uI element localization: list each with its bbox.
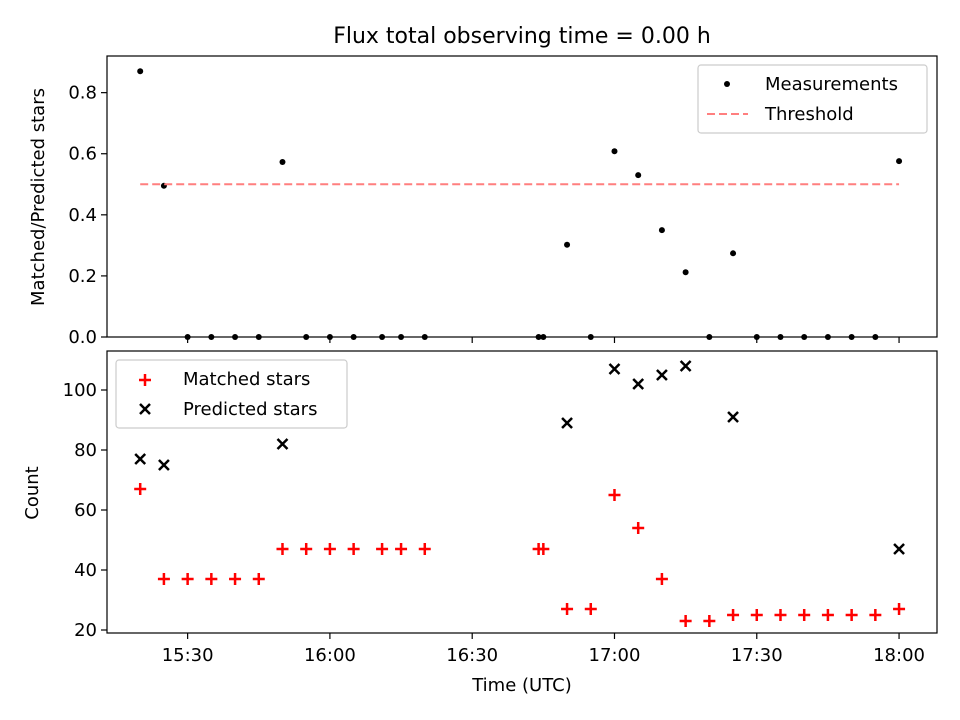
measurement-point	[658, 227, 665, 234]
matched-star-marker	[774, 609, 787, 621]
bottom-marks	[134, 360, 906, 627]
predicted-star-marker	[727, 411, 739, 423]
predicted-star-marker	[561, 417, 573, 429]
top-y-tick-label: 0.8	[68, 83, 97, 104]
matched-star-marker	[276, 543, 289, 555]
matched-star-marker	[347, 543, 360, 555]
legend-measurements-marker	[724, 81, 730, 87]
matched-star-marker	[869, 609, 882, 621]
top-legend: Measurements Threshold	[697, 64, 928, 134]
bottom-x-ticks: 15:30 16:00 16:30 17:00 17:30 18:00	[162, 633, 925, 666]
matched-star-marker	[537, 543, 550, 555]
matched-star-marker	[727, 609, 740, 621]
predicted-star-marker	[656, 369, 668, 381]
predicted-star-marker	[632, 378, 645, 390]
top-legend-box	[697, 64, 928, 134]
matched-star-marker	[229, 573, 242, 585]
bottom-x-tick-label: 18:00	[873, 645, 925, 666]
matched-star-marker	[205, 573, 218, 585]
matched-star-marker	[750, 609, 763, 621]
top-y-axis-label: Matched/Predicted stars	[28, 88, 49, 306]
top-y-tick-label: 0.4	[68, 205, 97, 226]
predicted-star-marker	[134, 453, 147, 465]
legend-predicted-marker	[139, 403, 151, 415]
predicted-star-marker	[276, 438, 289, 450]
bottom-x-axis-label: Time (UTC)	[471, 675, 572, 696]
matched-star-marker	[893, 603, 906, 615]
matched-star-marker	[323, 543, 336, 555]
matched-star-marker	[300, 543, 313, 555]
matched-star-marker	[584, 603, 597, 615]
matched-star-marker	[561, 603, 574, 615]
matched-star-marker	[845, 609, 858, 621]
measurement-point	[635, 172, 642, 179]
bottom-y-tick-label: 80	[74, 440, 97, 461]
matched-star-marker	[157, 573, 170, 585]
measurement-point	[137, 68, 144, 75]
measurement-point	[730, 250, 737, 257]
predicted-star-marker	[893, 543, 905, 555]
matched-star-marker	[376, 543, 389, 555]
bottom-x-tick-label: 15:30	[162, 645, 214, 666]
bottom-y-tick-label: 100	[63, 380, 97, 401]
legend-matched-marker	[139, 374, 151, 386]
measurement-point	[279, 158, 286, 165]
predicted-star-marker	[679, 360, 692, 372]
matched-star-marker	[655, 573, 668, 585]
predicted-star-marker	[608, 363, 621, 375]
chart-title: Flux total observing time = 0.00 h	[333, 24, 711, 49]
bottom-plot-frame	[106, 350, 938, 634]
legend-predicted-label: Predicted stars	[183, 399, 317, 420]
legend-threshold-label: Threshold	[764, 104, 854, 125]
bottom-legend: Matched stars Predicted stars	[115, 359, 348, 429]
matched-star-marker	[703, 615, 716, 627]
matched-star-marker	[181, 573, 194, 585]
legend-measurements-label: Measurements	[765, 74, 898, 95]
legend-matched-label: Matched stars	[183, 369, 310, 390]
matched-star-marker	[608, 489, 621, 501]
matched-star-marker	[821, 609, 834, 621]
bottom-y-tick-label: 60	[74, 500, 97, 521]
measurement-point	[611, 148, 618, 155]
top-y-tick-label: 0.6	[68, 144, 97, 165]
top-y-tick-label: 0.0	[68, 327, 97, 348]
matched-star-marker	[134, 483, 147, 495]
top-y-tick-label: 0.2	[68, 266, 97, 287]
bottom-x-tick-label: 17:00	[589, 645, 641, 666]
matched-star-marker	[395, 543, 408, 555]
bottom-x-tick-label: 17:30	[731, 645, 783, 666]
measurement-point	[564, 241, 571, 248]
top-x-ticks	[187, 337, 900, 343]
bottom-y-axis-label: Count	[22, 466, 43, 519]
matched-star-marker	[632, 522, 645, 534]
top-plot-frame	[106, 55, 938, 338]
matched-star-marker	[418, 543, 431, 555]
predicted-star-marker	[158, 459, 170, 471]
top-panel: Flux total observing time = 0.00 h Match…	[28, 24, 938, 348]
bottom-legend-box	[115, 359, 348, 429]
bottom-x-tick-label: 16:00	[304, 645, 356, 666]
top-y-ticks: 0.0 0.2 0.4 0.6 0.8	[68, 83, 107, 348]
matched-star-marker	[252, 573, 265, 585]
measurement-point	[682, 269, 689, 276]
matched-star-marker	[798, 609, 811, 621]
bottom-y-tick-label: 20	[74, 620, 97, 641]
measurement-point	[896, 158, 903, 165]
bottom-y-tick-label: 40	[74, 560, 97, 581]
bottom-x-tick-label: 16:30	[446, 645, 498, 666]
matched-star-marker	[679, 615, 692, 627]
bottom-y-ticks: 20 40 60 80 100	[63, 380, 107, 641]
